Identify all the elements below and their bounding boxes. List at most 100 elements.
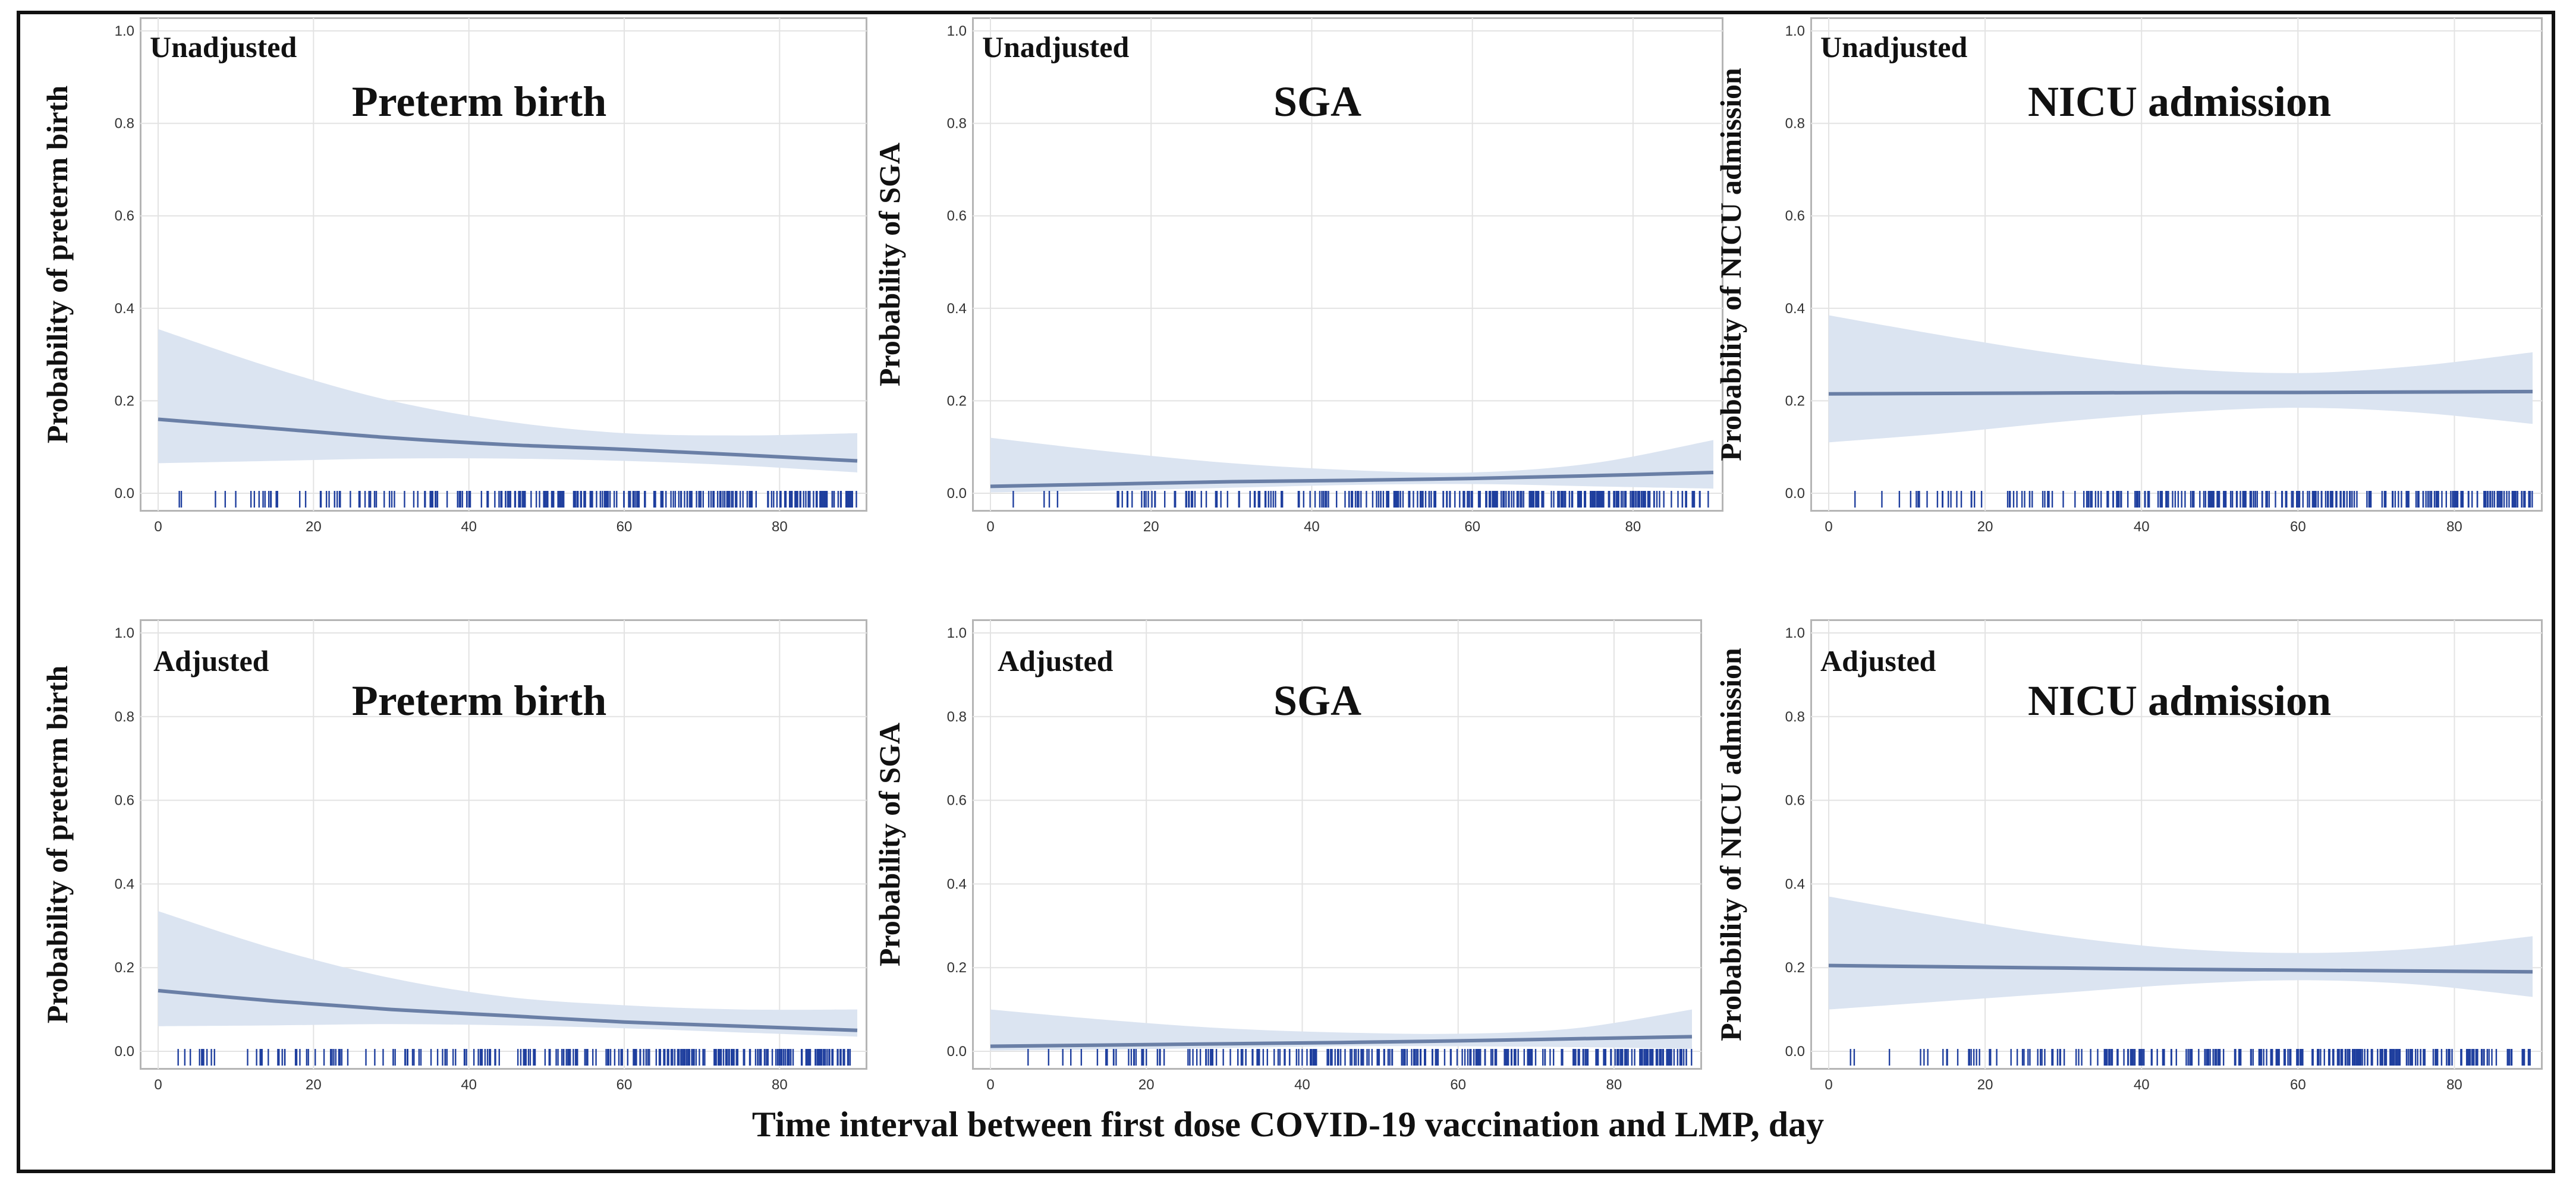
fitted-line [158, 417, 858, 463]
x-tick-label: 80 [1625, 519, 1641, 535]
figure-frame [17, 11, 2555, 1173]
x-tick-label: 80 [772, 1077, 788, 1093]
model-label: Adjusted [153, 644, 269, 677]
y-axis-label: Probability of preterm birth [40, 665, 74, 1024]
plot-area: 0.0 0.2 0.4 0.6 0.8 1.0 0 20 40 60 80 [1785, 619, 2543, 1093]
x-tick-label: 20 [306, 519, 322, 535]
rug-plot [1850, 1049, 2531, 1066]
panel-unadjusted-sga: 0.0 0.2 0.4 0.6 0.8 1.0 0 20 40 60 80 Unadjusted S… [873, 17, 1723, 535]
rug-plot [1012, 491, 1709, 508]
y-axis-label: Probability of NICU admission [1714, 648, 1747, 1041]
y-axis-label: Probability of preterm birth [40, 85, 74, 444]
x-tick-label: 20 [1143, 519, 1159, 535]
model-label: Adjusted [998, 644, 1114, 677]
confidence-band [1829, 896, 2533, 1010]
panel-adjusted-sga: 0.0 0.2 0.4 0.6 0.8 1.0 0 20 40 60 80 Adjusted SGA… [873, 619, 1702, 1093]
y-tick-label: 0.6 [947, 208, 967, 224]
plot-frame [972, 619, 1702, 1070]
fitted-line [1828, 963, 2533, 974]
x-tick-label: 40 [461, 519, 477, 535]
x-tick-label: 20 [1977, 519, 1993, 535]
x-tick-label: 80 [2446, 1077, 2462, 1093]
y-tick-label: 0.6 [947, 793, 967, 809]
y-tick-label: 0.0 [1785, 1044, 1805, 1060]
confidence-band [158, 329, 857, 472]
y-tick-label: 0.2 [1785, 393, 1805, 409]
plot-area: 0.0 0.2 0.4 0.6 0.8 1.0 0 20 40 60 80 [1785, 17, 2543, 535]
y-tick-label: 0.2 [115, 960, 134, 976]
panel-unadjusted-preterm-birth: 0.0 0.2 0.4 0.6 0.8 1.0 0 20 40 60 80 Unadjusted P… [40, 17, 867, 535]
x-tick-label: 60 [617, 1077, 633, 1093]
rug-plot [1027, 1049, 1693, 1066]
plot-area: 0.0 0.2 0.4 0.6 0.8 1.0 0 20 40 60 80 [947, 619, 1702, 1093]
plot-area: 0.0 0.2 0.4 0.6 0.8 1.0 0 20 40 60 80 [947, 17, 1723, 535]
x-tick-label: 80 [1606, 1077, 1622, 1093]
plot-frame [972, 17, 1723, 512]
model-label: Adjusted [1820, 644, 1936, 677]
outcome-title: SGA [1273, 677, 1362, 724]
x-tick-label: 0 [986, 1077, 994, 1093]
x-tick-label: 60 [1464, 519, 1480, 535]
y-tick-label: 0.8 [115, 116, 134, 132]
y-tick-label: 0.4 [115, 301, 134, 317]
model-label: Unadjusted [1820, 30, 1968, 64]
y-tick-label: 0.6 [1785, 208, 1805, 224]
fitted-line [1828, 389, 2533, 396]
y-tick-label: 0.6 [1785, 793, 1805, 809]
x-tick-label: 0 [986, 519, 994, 535]
outcome-title: Preterm birth [351, 677, 607, 724]
y-tick-label: 0.8 [1785, 709, 1805, 725]
y-tick-label: 0.0 [947, 486, 967, 502]
fitted-line [990, 470, 1714, 489]
x-tick-label: 80 [2446, 519, 2462, 535]
model-label: Unadjusted [982, 30, 1130, 64]
y-axis-label: Probability of NICU admission [1714, 68, 1747, 461]
x-tick-label: 20 [306, 1077, 322, 1093]
y-tick-label: 0.8 [947, 116, 967, 132]
x-tick-label: 60 [2290, 519, 2306, 535]
y-tick-label: 1.0 [1785, 625, 1805, 641]
rug-plot [177, 1049, 851, 1066]
x-tick-label: 60 [2290, 1077, 2306, 1093]
y-tick-label: 0.8 [115, 709, 134, 725]
y-tick-label: 0.8 [1785, 116, 1805, 132]
y-tick-label: 0.2 [947, 393, 967, 409]
panel-unadjusted-nicu-admission: 0.0 0.2 0.4 0.6 0.8 1.0 0 20 40 60 80 Unadjusted N… [1714, 17, 2543, 535]
y-tick-label: 0.4 [1785, 876, 1805, 892]
outcome-title: SGA [1273, 78, 1362, 125]
y-tick-label: 0.6 [115, 793, 134, 809]
y-tick-label: 0.4 [1785, 301, 1805, 317]
x-tick-label: 0 [1825, 519, 1832, 535]
x-tick-label: 60 [1450, 1077, 1466, 1093]
x-axis-label: Time interval between first dose COVID-1… [751, 1105, 1825, 1144]
x-tick-label: 0 [154, 519, 162, 535]
x-tick-label: 40 [2134, 519, 2150, 535]
y-tick-label: 1.0 [115, 625, 134, 641]
x-tick-label: 60 [617, 519, 633, 535]
x-tick-label: 40 [1294, 1077, 1310, 1093]
y-tick-label: 0.6 [115, 208, 134, 224]
plot-area: 0.0 0.2 0.4 0.6 0.8 1.0 0 20 40 60 80 [115, 17, 867, 535]
outcome-title: NICU admission [2027, 677, 2332, 724]
y-tick-label: 0.0 [947, 1044, 967, 1060]
outcome-title: NICU admission [2027, 78, 2332, 125]
y-tick-label: 0.8 [947, 709, 967, 725]
y-tick-label: 0.2 [1785, 960, 1805, 976]
y-axis-label: Probability of SGA [873, 142, 906, 387]
y-tick-label: 1.0 [1785, 23, 1805, 39]
y-axis-label: Probability of SGA [873, 722, 906, 967]
x-tick-label: 0 [154, 1077, 162, 1093]
y-tick-label: 0.4 [947, 301, 967, 317]
x-tick-label: 20 [1977, 1077, 1993, 1093]
confidence-band [1829, 315, 2533, 443]
outcome-title: Preterm birth [351, 78, 607, 125]
rug-plot [178, 491, 857, 508]
y-tick-label: 0.0 [115, 1044, 134, 1060]
y-tick-label: 1.0 [947, 625, 967, 641]
y-tick-label: 0.0 [115, 486, 134, 502]
x-tick-label: 80 [772, 519, 788, 535]
panel-adjusted-preterm-birth: 0.0 0.2 0.4 0.6 0.8 1.0 0 20 40 60 80 Adjusted Pre… [40, 619, 867, 1093]
model-label: Unadjusted [150, 30, 297, 64]
y-tick-label: 1.0 [947, 23, 967, 39]
fitted-line [990, 1035, 1693, 1048]
